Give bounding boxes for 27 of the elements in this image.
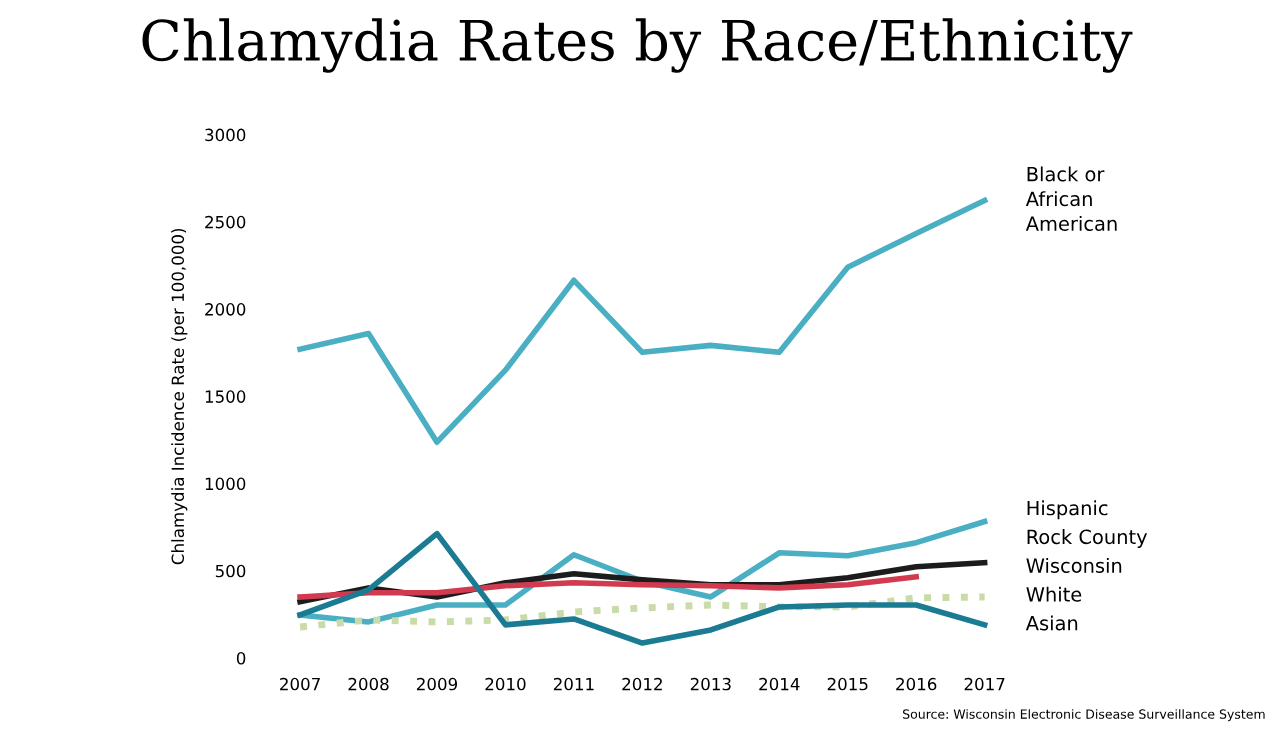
text: Wisconsin	[1026, 557, 1122, 573]
x-tick-label: 2012	[622, 677, 662, 691]
y-tick-label: 2000	[205, 303, 246, 316]
text: Asian	[1025, 615, 1078, 631]
y-tick-label: 3000	[205, 128, 246, 142]
text: Black or African American	[1025, 166, 1117, 231]
x-tick-label: 2011	[553, 677, 594, 691]
x-tick-label: 2007	[280, 677, 320, 691]
text: Hispanic	[1027, 500, 1108, 520]
y-tick-label: 0	[236, 651, 246, 665]
x-tick-label: 2013	[690, 677, 731, 691]
y-tick-label: 2500	[205, 215, 246, 229]
chart-title: Chlamydia Rates by Race/Ethnicity	[142, 18, 1133, 73]
x-tick-label: 2008	[348, 677, 389, 691]
text: White	[1026, 586, 1082, 602]
y-tick-label: 1500	[205, 390, 246, 403]
x-tick-label: 2014	[759, 677, 800, 691]
y-tick-label: 1000	[205, 477, 246, 491]
source-note: Source: Wisconsin Electronic Disease Surveillance System	[903, 709, 1265, 722]
x-tick-label: 2015	[827, 677, 868, 691]
x-tick-label: 2017	[964, 677, 1005, 691]
text: Rock County	[1027, 529, 1148, 548]
x-tick-label: 2010	[485, 677, 526, 691]
x-tick-label: 2009	[417, 677, 458, 691]
y-axis-title: Chlamydia Incidence Rate (per 100,000)	[171, 228, 188, 565]
x-tick-label: 2016	[896, 677, 937, 691]
y-tick-label: 500	[215, 564, 246, 578]
